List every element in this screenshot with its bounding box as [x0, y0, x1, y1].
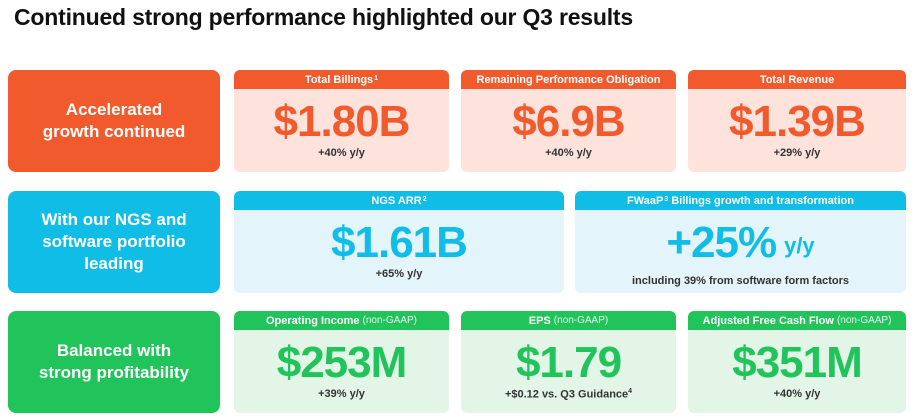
card-total-revenue: Total Revenue $1.39B +29% y/y: [688, 70, 906, 172]
card-rpo: Remaining Performance Obligation $6.9B +…: [461, 70, 676, 172]
card-header-text: Total Billings: [304, 73, 374, 86]
row-label-text: Balanced with strong profitability: [38, 341, 190, 382]
card-header-text: NGS ARR: [371, 194, 422, 207]
card-subtext: +$0.12 vs. Q3 Guidance: [504, 388, 629, 401]
card-fwaap-billings: FWaaP 3 Billings growth and transformatio…: [575, 191, 906, 293]
card-header-text-post: Billings growth and transformation: [668, 194, 854, 207]
row-label-profitability: Balanced with strong profitability: [8, 311, 220, 413]
card-header: NGS ARR 2: [234, 191, 564, 210]
card-ngs-arr: NGS ARR 2 $1.61B +65% y/y: [234, 191, 564, 293]
card-header: Remaining Performance Obligation: [461, 70, 676, 89]
card-header: Operating Income (non-GAAP): [234, 311, 449, 330]
card-value: $1.80B: [273, 97, 411, 146]
card-subtext: +29% y/y: [773, 147, 821, 159]
card-subtext: +40% y/y: [318, 147, 365, 159]
card-value-unit: y/y: [784, 233, 815, 258]
card-adjusted-fcf: Adjusted Free Cash Flow (non-GAAP) $351M …: [688, 311, 906, 413]
card-header-text: Operating Income: [266, 314, 360, 327]
card-header: FWaaP 3 Billings growth and transformatio…: [575, 191, 906, 210]
card-header: EPS (non-GAAP): [461, 311, 676, 330]
card-subtext: +39% y/y: [318, 388, 365, 400]
card-subtext: +65% y/y: [375, 268, 423, 280]
card-header-qualifier: (non-GAAP): [362, 315, 417, 326]
row-label-growth: Accelerated growth continued: [8, 70, 220, 172]
card-header: Total Billings 1: [234, 70, 449, 89]
card-subtext: +40% y/y: [545, 147, 592, 159]
card-eps: EPS (non-GAAP) $1.79 +$0.12 vs. Q3 Guidan…: [461, 311, 676, 413]
card-operating-income: Operating Income (non-GAAP) $253M +39% y/…: [234, 311, 449, 413]
card-header-text: Remaining Performance Obligation: [476, 73, 661, 86]
row-label-ngs: With our NGS and software portfolio lead…: [8, 191, 220, 293]
card-header-text: Adjusted Free Cash Flow: [702, 314, 834, 327]
card-subtext: +40% y/y: [773, 388, 821, 400]
card-total-billings: Total Billings 1 $1.80B +40% y/y: [234, 70, 449, 172]
card-value: $1.61B: [331, 218, 468, 267]
card-value: $1.79: [515, 338, 622, 387]
row-label-text: With our NGS and software portfolio lead…: [41, 210, 187, 273]
card-subtext: including 39% from software form factors: [632, 275, 849, 287]
card-value: $1.39B: [729, 97, 866, 146]
card-value-wrap: +25% y/y: [575, 220, 906, 273]
card-value: $253M: [276, 338, 408, 387]
card-value: $6.9B: [512, 97, 625, 146]
card-header: Adjusted Free Cash Flow (non-GAAP): [688, 311, 906, 330]
card-header-qualifier: (non-GAAP): [836, 315, 892, 326]
card-header-text: EPS: [528, 314, 551, 327]
card-value: $351M: [732, 338, 863, 387]
card-value: +25%: [666, 218, 777, 267]
card-header: Total Revenue: [688, 70, 906, 89]
card-header-text: Total Revenue: [759, 73, 835, 86]
footnote-marker: 4: [628, 388, 633, 395]
card-subtext-wrap: +$0.12 vs. Q3 Guidance4: [461, 388, 676, 401]
row-label-text: Accelerated growth continued: [42, 100, 186, 141]
card-header-qualifier: (non-GAAP): [553, 315, 609, 326]
slide-title: Continued strong performance highlighted…: [14, 4, 633, 30]
card-header-text-pre: FWaaP: [627, 194, 664, 207]
